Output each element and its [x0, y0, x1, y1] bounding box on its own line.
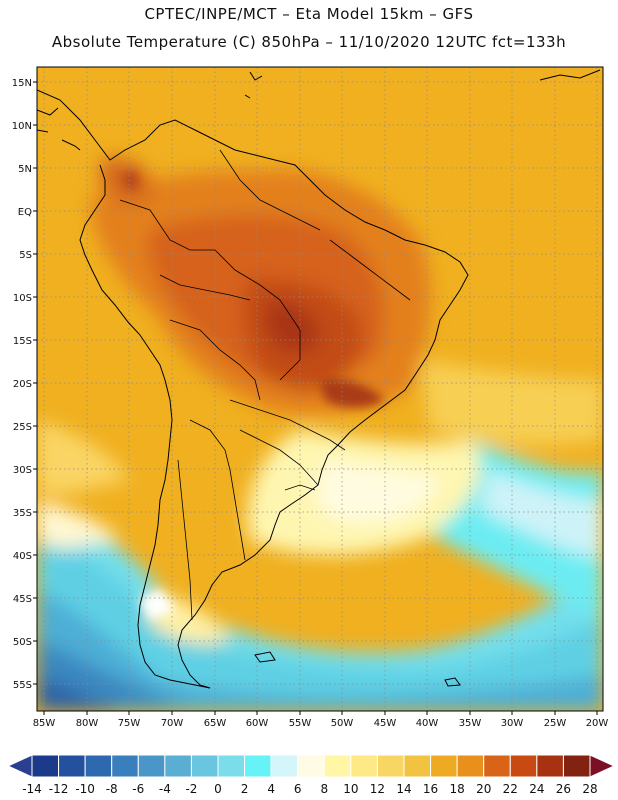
map-title-line1: CPTEC/INPE/MCT – Eta Model 15km – GFS: [144, 5, 474, 23]
country-borders: [119, 149, 411, 621]
colorbar-swatch: [84, 754, 113, 778]
colorbar-label: 10: [343, 782, 358, 796]
colorbar-label: -14: [22, 782, 42, 796]
lat-label: 5N: [18, 164, 32, 175]
lat-label: 35S: [13, 508, 32, 519]
colorbar-label: -12: [49, 782, 69, 796]
lon-label: 35W: [459, 718, 482, 729]
colorbar-label: 24: [529, 782, 544, 796]
colorbar-swatch: [430, 754, 458, 778]
map-frame: [36, 66, 604, 712]
colorbar-swatch: [31, 754, 60, 778]
lon-label: 55W: [289, 718, 312, 729]
colorbar-swatch: [244, 754, 272, 778]
colorbar-labels: -14 -12 -10 -8 -6 -4 -2 0 2 4 6 8 10 12 14 16 18 20 22 24 26…: [22, 782, 597, 796]
colorbar-swatch: [456, 754, 485, 778]
colorbar-swatch: [190, 754, 219, 778]
colorbar-under-arrow: [6, 754, 33, 778]
colorbar-swatch: [323, 754, 352, 778]
lat-label: 20S: [13, 379, 32, 390]
lon-label: 80W: [76, 718, 99, 729]
colorbar-swatch: [536, 754, 564, 778]
lat-label: 15N: [12, 78, 32, 89]
colorbar-label: 4: [267, 782, 275, 796]
colorbar-label: -2: [185, 782, 197, 796]
lon-label: 65W: [204, 718, 227, 729]
lon-label: 85W: [33, 718, 56, 729]
lon-label: 75W: [118, 718, 141, 729]
graticule: [37, 67, 603, 711]
colorbar-over-arrow: [589, 754, 616, 778]
colorbar-label: 20: [476, 782, 491, 796]
lat-label: 10S: [13, 293, 32, 304]
latitude-axis: 15N 10N 5N EQ 5S 10S 15S 20S 25S 30S 35S…: [12, 78, 32, 691]
colorbar-swatch: [483, 754, 511, 778]
colorbar-swatch: [376, 754, 405, 778]
lat-label: 50S: [13, 637, 32, 648]
colorbar-label: 14: [396, 782, 411, 796]
colorbar-swatch: [58, 754, 86, 778]
colorbar-label: -10: [75, 782, 95, 796]
lon-label: 45W: [374, 718, 397, 729]
longitude-axis: 85W 80W 75W 70W 65W 60W 55W 50W 45W 40W …: [33, 718, 609, 729]
colorbar-swatch: [403, 754, 432, 778]
colorbar-swatch: [509, 754, 538, 778]
colorbar-label: 18: [450, 782, 465, 796]
lat-label: EQ: [18, 207, 32, 218]
colorbar: [6, 754, 616, 778]
colorbar-swatch: [137, 754, 166, 778]
lat-label: 40S: [13, 551, 32, 562]
lat-label: 45S: [13, 594, 32, 605]
colorbar-label: -4: [159, 782, 171, 796]
lon-label: 40W: [416, 718, 439, 729]
colorbar-swatch: [350, 754, 378, 778]
lat-label: 30S: [13, 465, 32, 476]
colorbar-swatch: [164, 754, 192, 778]
lat-label: 25S: [13, 422, 32, 433]
colorbar-label: 8: [320, 782, 328, 796]
lon-label: 70W: [161, 718, 184, 729]
colorbar-label: 26: [556, 782, 571, 796]
lat-label: 5S: [19, 250, 32, 261]
colorbar-label: 12: [370, 782, 385, 796]
colorbar-label: 22: [503, 782, 518, 796]
colorbar-label: 2: [241, 782, 249, 796]
colorbar-label: 16: [423, 782, 438, 796]
colorbar-label: -8: [106, 782, 118, 796]
lon-label: 50W: [331, 718, 354, 729]
map-title-line2: Absolute Temperature (C) 850hPa – 11/10/…: [51, 33, 567, 51]
colorbar-label: -6: [132, 782, 144, 796]
lon-label: 60W: [246, 718, 269, 729]
colorbar-swatch: [297, 754, 325, 778]
lon-label: 20W: [586, 718, 609, 729]
lon-label: 25W: [544, 718, 567, 729]
temperature-field: [37, 67, 603, 711]
coastlines: [37, 69, 601, 689]
colorbar-label: 28: [582, 782, 597, 796]
colorbar-swatch: [111, 754, 139, 778]
colorbar-swatch: [270, 754, 299, 778]
lon-label: 30W: [501, 718, 524, 729]
lat-label: 10N: [12, 121, 32, 132]
lat-label: 55S: [13, 680, 32, 691]
colorbar-label: 6: [294, 782, 302, 796]
colorbar-swatch: [562, 754, 591, 778]
lat-label: 15S: [13, 336, 32, 347]
colorbar-label: 0: [214, 782, 222, 796]
colorbar-swatch: [217, 754, 246, 778]
